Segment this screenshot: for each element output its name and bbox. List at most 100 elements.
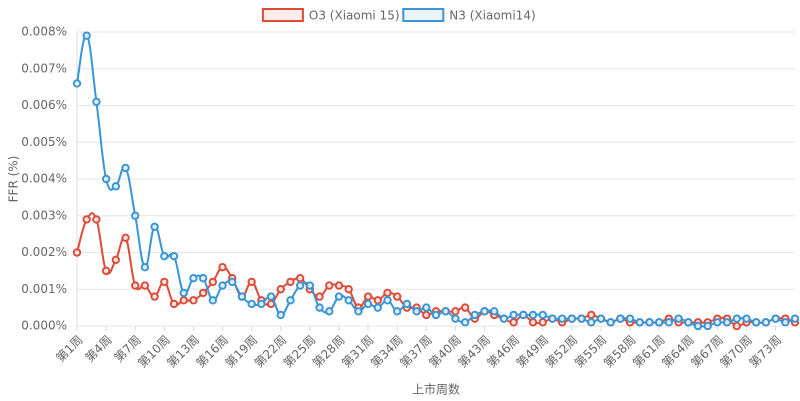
data-point: [286, 277, 295, 287]
y-tick-label: 0.003%: [21, 208, 67, 222]
data-point: [751, 318, 761, 327]
data-point: [72, 79, 82, 88]
data-point: [198, 288, 208, 298]
data-point: [101, 174, 111, 184]
data-point: [82, 31, 91, 40]
data-point: [140, 281, 150, 290]
y-tick-label: 0.000%: [21, 319, 67, 333]
data-point: [344, 285, 353, 294]
data-point: [732, 314, 741, 323]
data-point: [131, 281, 140, 290]
data-point: [509, 318, 518, 327]
data-point: [781, 318, 790, 327]
data-point: [402, 299, 412, 309]
data-point: [111, 182, 121, 191]
data-point: [635, 318, 644, 327]
data-point: [674, 314, 683, 323]
data-point: [228, 277, 237, 287]
data-point: [722, 318, 732, 327]
data-point: [422, 303, 431, 312]
data-point: [354, 307, 363, 316]
y-tick-label: 0.007%: [21, 61, 67, 75]
data-point: [121, 163, 130, 173]
y-tick-label: 0.001%: [21, 282, 67, 296]
data-point: [625, 314, 635, 323]
data-point: [538, 310, 547, 320]
data-point: [577, 314, 586, 323]
data-point: [150, 222, 159, 231]
data-point: [684, 318, 693, 327]
series-line: [76, 34, 796, 328]
data-point: [645, 318, 654, 327]
data-point: [295, 281, 305, 290]
data-point: [208, 277, 218, 287]
data-point: [305, 281, 315, 290]
data-point: [286, 296, 295, 305]
data-point: [179, 296, 188, 305]
data-point: [325, 281, 334, 290]
data-point: [315, 303, 324, 312]
data-point: [392, 292, 402, 301]
data-point: [509, 310, 518, 320]
x-tick-label: 第1周: [53, 333, 85, 365]
data-point: [548, 314, 557, 323]
data-point: [441, 307, 450, 316]
data-point: [616, 314, 625, 323]
data-point: [198, 274, 208, 283]
data-point: [82, 215, 91, 224]
data-point: [92, 97, 101, 107]
data-point: [247, 277, 256, 287]
data-point: [567, 314, 577, 323]
legend-label: O3 (Xiaomi 15): [309, 9, 400, 23]
y-tick-label: 0.006%: [21, 98, 67, 112]
y-axis-title: FFR (%): [7, 156, 21, 203]
data-point: [237, 292, 247, 301]
data-point: [587, 318, 596, 327]
data-point: [713, 318, 722, 327]
data-point: [470, 310, 480, 320]
data-point: [742, 314, 751, 323]
data-point: [587, 310, 596, 320]
data-point: [140, 263, 150, 272]
data-point: [596, 314, 606, 323]
data-point: [431, 310, 441, 320]
data-point: [325, 307, 334, 316]
data-point: [150, 292, 159, 301]
data-point: [373, 303, 382, 312]
data-point: [363, 292, 373, 301]
x-tick-label: 第73周: [747, 333, 785, 371]
data-point: [111, 255, 121, 265]
data-point: [276, 310, 285, 320]
data-point: [771, 314, 780, 323]
data-point: [693, 321, 703, 331]
data-point: [276, 285, 285, 294]
legend-swatch: [402, 8, 445, 22]
data-point: [528, 310, 538, 320]
data-point: [169, 299, 179, 309]
data-point: [606, 318, 615, 327]
data-point: [189, 274, 198, 283]
legend-swatch: [261, 8, 304, 22]
data-point: [480, 307, 489, 316]
data-point: [189, 296, 198, 305]
data-point: [363, 299, 373, 309]
data-point: [160, 251, 169, 261]
data-point: [499, 314, 509, 323]
data-point: [101, 266, 111, 276]
data-point: [344, 296, 353, 305]
data-point: [121, 233, 130, 243]
data-point: [557, 314, 567, 323]
y-tick-label: 0.004%: [21, 172, 67, 186]
data-point: [528, 318, 538, 327]
data-point: [664, 318, 674, 327]
data-point: [266, 292, 276, 301]
data-point: [703, 321, 712, 331]
data-point: [373, 296, 382, 305]
data-point: [131, 211, 140, 220]
data-point: [451, 314, 460, 323]
data-point: [208, 296, 218, 305]
legend-label: N3 (Xiaomi14): [449, 9, 535, 23]
data-point: [383, 296, 392, 305]
data-point: [412, 307, 421, 316]
